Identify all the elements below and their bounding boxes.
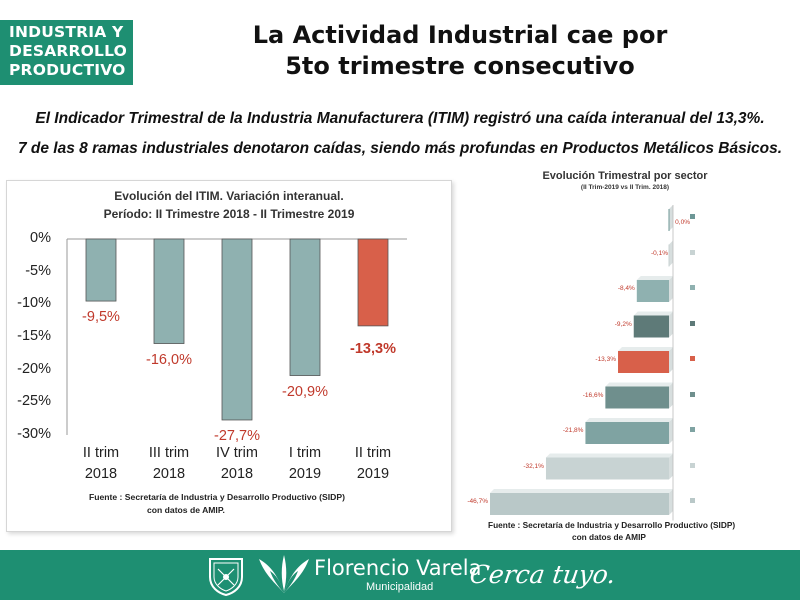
- itim-value-label: -20,9%: [282, 383, 328, 400]
- sector-bar-side: [669, 276, 673, 302]
- legend-swatch: [690, 498, 695, 503]
- page-title: La Actividad Industrial cae por 5to trim…: [200, 20, 720, 82]
- itim-chart-card: Evolución del ITIM. Variación interanual…: [6, 180, 452, 532]
- sector-value-label: -13,3%: [595, 356, 617, 363]
- left-chart-title-2: Período: II Trimestre 2018 - II Trimestr…: [103, 207, 355, 221]
- x-category-line-2: 2018: [220, 466, 254, 482]
- sector-bar: [633, 315, 669, 338]
- sector-bar: [605, 386, 669, 409]
- x-category-label: II trim 2018: [69, 443, 133, 485]
- itim-bar: [85, 238, 117, 302]
- right-chart-title: Evolución Trimestral por sector: [542, 170, 708, 182]
- badge-line-3: PRODUCTIVO: [9, 61, 126, 79]
- sector-value-label: -8,4%: [617, 285, 635, 292]
- sector-bar-side: [669, 418, 673, 444]
- sector-bar-top: [545, 453, 673, 458]
- legend-swatch: [690, 462, 695, 468]
- crest-icon: [209, 558, 243, 597]
- left-chart-source-2: con datos de AMIP.: [147, 505, 225, 515]
- sector-bar-top: [636, 276, 673, 280]
- x-category-line-1: III trim: [148, 445, 190, 461]
- sector-bar: [636, 280, 669, 302]
- itim-bar: [221, 238, 253, 421]
- sector-bar-side: [669, 311, 673, 338]
- itim-bar: [289, 238, 321, 376]
- sector-bar: [490, 493, 669, 515]
- badge-line-1: INDUSTRIA Y: [9, 23, 124, 41]
- itim-bar: [357, 238, 389, 327]
- legend-swatch: [690, 285, 695, 290]
- sector-value-label: -16,6%: [582, 391, 604, 399]
- sector-value-label: -21,8%: [562, 427, 584, 434]
- page-title-line-2: 5to trimestre consecutivo: [285, 52, 635, 80]
- right-chart-source-2: con datos de AMIP: [572, 532, 646, 542]
- right-chart-source-1: Fuente : Secretaría de Industria y Desar…: [488, 520, 736, 530]
- section-badge: INDUSTRIA Y DESARROLLO PRODUCTIVO: [0, 20, 133, 85]
- sector-value-label: -0,1%: [651, 249, 668, 257]
- legend-swatch: [690, 320, 695, 326]
- itim-value-label: -9,5%: [82, 309, 120, 326]
- x-category-line-1: II trim: [354, 445, 392, 461]
- itim-bar: [153, 238, 185, 344]
- sector-value-label: -46,7%: [467, 498, 488, 505]
- sector-bar-top: [605, 382, 673, 387]
- x-category-label: III trim 2018: [137, 443, 201, 485]
- itim-value-label: -16,0%: [146, 351, 192, 368]
- legend-swatch: [690, 356, 695, 361]
- x-category-label: I trim 2019: [273, 443, 337, 485]
- sector-bar: [585, 422, 669, 444]
- itim-bars-svg: [66, 238, 407, 435]
- left-chart-title-1: Evolución del ITIM. Variación interanual…: [114, 189, 344, 203]
- x-category-label: IV trim 2018: [205, 443, 269, 485]
- left-chart-source-1: Fuente : Secretaría de Industria y Desar…: [89, 492, 345, 502]
- sector-value-label: -9,2%: [614, 320, 632, 328]
- x-category-line-2: 2019: [356, 466, 390, 482]
- badge-line-2: DESARROLLO: [9, 42, 128, 60]
- y-tick-label: -5%: [25, 262, 51, 279]
- sector-bar-top: [618, 347, 673, 351]
- slogan: Cerca tuyo.: [467, 560, 618, 589]
- sector-bar-side: [669, 347, 673, 373]
- sector-bar-side: [669, 489, 673, 515]
- legend-swatch: [690, 249, 695, 255]
- itim-value-label: -13,3%: [350, 340, 396, 357]
- sector-bar: [618, 351, 669, 373]
- x-category-line-1: II trim: [82, 445, 120, 461]
- subtitle-1: El Indicador Trimestral de la Industria …: [35, 110, 765, 127]
- sector-bar-top: [490, 489, 673, 493]
- sector-value-label: 0,0%: [675, 219, 690, 226]
- legend-swatch: [690, 214, 695, 219]
- x-category-line-1: IV trim: [216, 445, 258, 461]
- sector-bar-side: [669, 240, 673, 267]
- page-title-line-1: La Actividad Industrial cae por: [252, 21, 668, 49]
- sector-bar: [545, 457, 669, 480]
- subtitle-2: 7 de las 8 ramas industriales denotaron …: [17, 140, 783, 157]
- x-category-line-2: 2018: [152, 466, 186, 482]
- brand-name: Florencio Varela: [314, 556, 482, 580]
- itim-value-label: -27,7%: [214, 427, 260, 444]
- x-category-line-1: I trim: [288, 445, 322, 461]
- sector-bar-side: [669, 453, 673, 480]
- y-tick-label: -20%: [17, 360, 51, 377]
- x-category-line-2: 2018: [84, 466, 118, 482]
- sector-bar-side: [669, 205, 673, 231]
- x-category-line-2: 2019: [288, 466, 322, 482]
- legend-swatch: [690, 391, 695, 397]
- x-category-label: II trim 2019: [341, 443, 405, 485]
- leaf-logo-icon: [259, 555, 309, 593]
- y-tick-label: 0%: [30, 230, 51, 246]
- sector-value-label: -32,1%: [523, 462, 544, 470]
- right-chart-subtitle: (II Trim-2019 vs II Trim. 2018): [580, 184, 670, 191]
- sector-bar-top: [633, 311, 673, 316]
- legend-swatch: [690, 427, 695, 432]
- y-tick-label: -30%: [17, 426, 51, 442]
- brand-sub: Municipalidad: [366, 581, 434, 593]
- y-tick-label: -25%: [17, 393, 51, 410]
- sector-bar-side: [669, 382, 673, 409]
- y-tick-label: -10%: [17, 295, 51, 312]
- footer-bar: Florencio Varela Municipalidad Cerca tuy…: [0, 550, 800, 600]
- y-tick-label: -15%: [17, 328, 51, 344]
- sector-bar-top: [585, 418, 673, 422]
